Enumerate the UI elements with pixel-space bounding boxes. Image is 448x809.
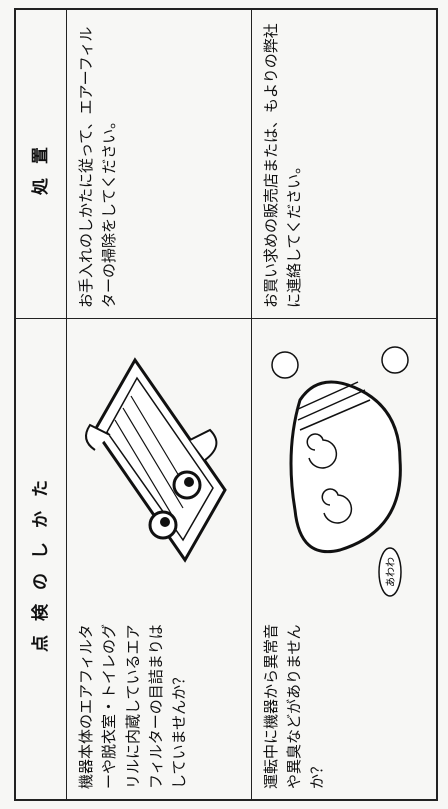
check-text: 機器本体のエアフィルターや脱衣室・トイレのグリルに内蔵しているエアフィルターの目… [77,623,188,789]
action-text: お手入れのしかたに従って、エアーフィルターの掃除をしてください。 [77,26,119,308]
check-cell: 機器本体のエアフィルターや脱衣室・トイレのグリルに内蔵しているエアフィルターの目… [66,318,252,800]
bubble-text: あわわ [385,557,397,587]
check-text: 運転中に機器から異常音や異臭などがありませんか？ [261,623,327,789]
header-check: 点検のしかた [15,318,67,800]
illustration-noise: あわわ [271,346,409,597]
action-text: お買い求めの販売店または、もよりの弊社に連絡してください。 [261,23,304,308]
action-cell: お買い求めの販売店または、もよりの弊社に連絡してください。 [251,9,437,319]
inspection-table: 点検のしかた 処置 機器本体のエアフィルターや脱衣室・トイレのグリルに内蔵してい… [14,8,438,801]
illustration-filter [85,357,227,563]
check-cell: 運転中に機器から異常音や異臭などがありませんか？ あわわ [251,318,437,800]
action-cell: お手入れのしかたに従って、エアーフィルターの掃除をしてください。 [66,9,252,319]
header-action: 処置 [15,9,67,319]
